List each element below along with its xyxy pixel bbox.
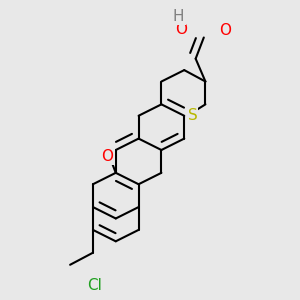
Text: O: O [102, 149, 114, 164]
Text: Cl: Cl [87, 278, 102, 293]
Text: S: S [188, 108, 197, 123]
Text: O: O [175, 22, 187, 37]
Text: O: O [219, 23, 231, 38]
Text: H: H [173, 9, 184, 24]
